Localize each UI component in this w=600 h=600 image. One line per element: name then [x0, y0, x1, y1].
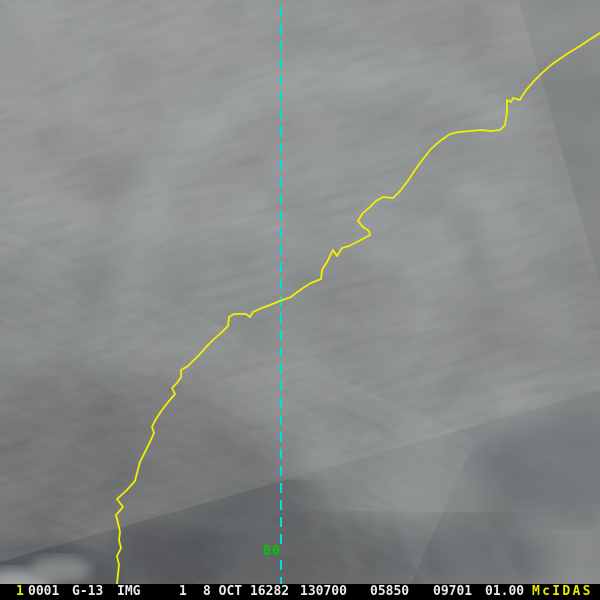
sensor-name: G-13 [72, 584, 104, 599]
image-id: 0001 [28, 584, 60, 599]
readout-value-1: 05850 [370, 584, 410, 599]
frame-number: 1 [16, 584, 24, 599]
longitude-label: 80 [263, 544, 281, 559]
status-bar: 1 0001 G-13 IMG 1 8 OCT 16282 130700 058… [0, 584, 600, 600]
image-time: 130700 [300, 584, 347, 599]
coastline-overlay [115, 32, 600, 585]
image-date: 8 OCT 16282 [203, 584, 290, 599]
readout-value-2: 09701 [433, 584, 473, 599]
product-type: IMG [117, 584, 141, 599]
readout-value-3: 01.00 [485, 584, 525, 599]
band-number: 1 [179, 584, 187, 599]
mcidas-brand: McIDAS [532, 584, 593, 599]
